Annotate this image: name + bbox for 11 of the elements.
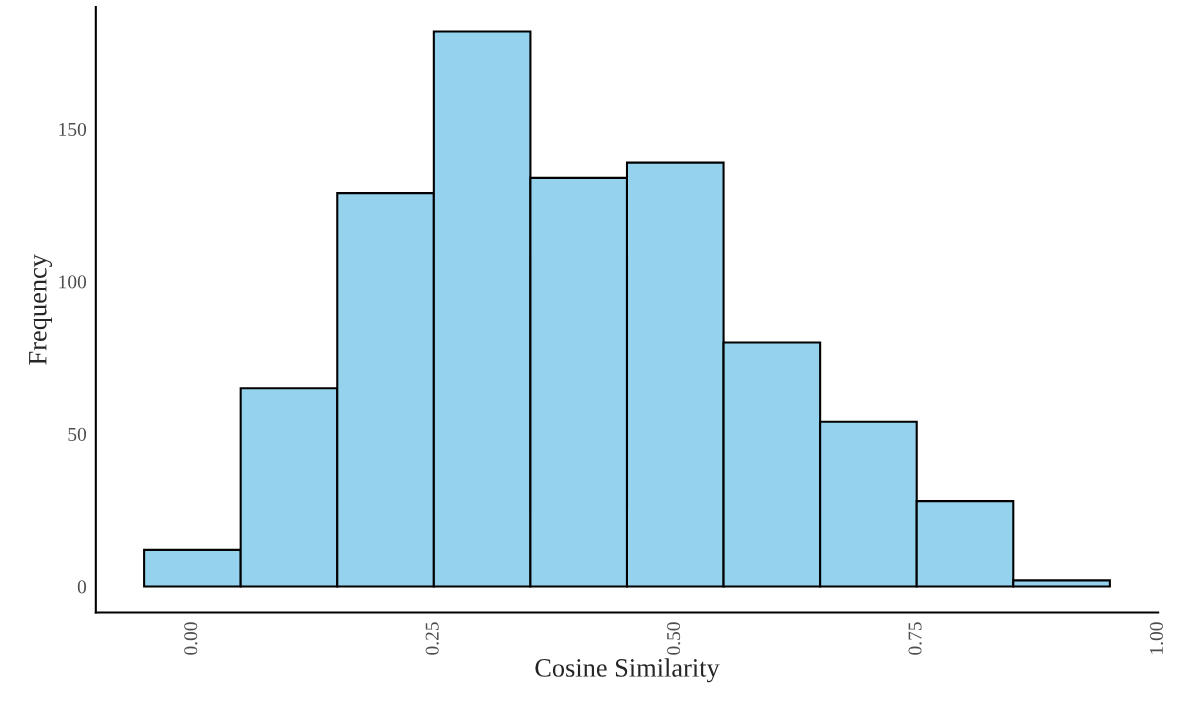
y-axis-title: Frequency xyxy=(29,254,53,365)
y-tick-label: 0 xyxy=(77,580,87,594)
x-tick-label: 0.00 xyxy=(184,622,198,655)
y-tick-label: 50 xyxy=(68,427,87,441)
x-tick-label: 0.50 xyxy=(667,622,681,655)
y-tick-label: 100 xyxy=(59,275,87,289)
x-tick-label: 0.25 xyxy=(425,622,439,655)
x-axis-title: Cosine Similarity xyxy=(535,658,720,683)
x-tick-label: 1.00 xyxy=(1149,622,1164,654)
y-tick-label: 150 xyxy=(59,122,87,136)
x-tick-label: 0.75 xyxy=(908,622,922,655)
